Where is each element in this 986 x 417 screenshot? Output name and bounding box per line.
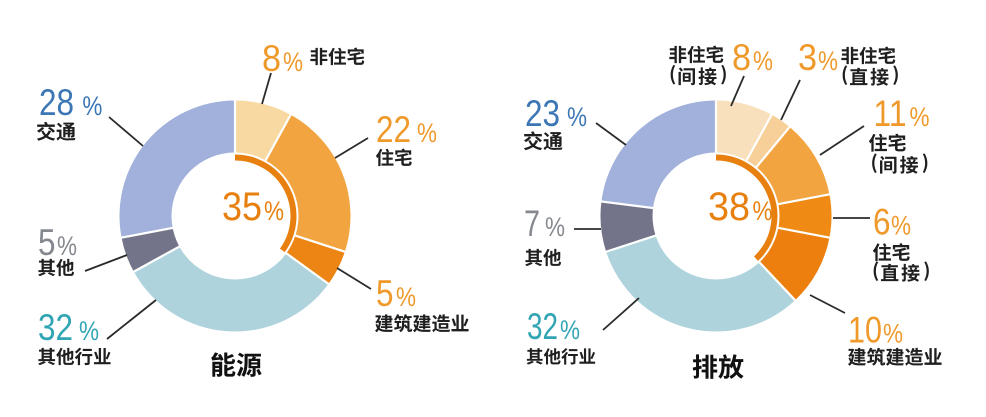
svg-text:5: 5 (38, 222, 56, 263)
svg-text:3: 3 (798, 37, 817, 78)
svg-text:11: 11 (874, 93, 907, 134)
svg-text:5: 5 (376, 273, 394, 314)
svg-text:%: % (891, 211, 911, 241)
svg-text:%: % (883, 319, 903, 349)
svg-text:%: % (79, 316, 99, 346)
svg-text:28: 28 (39, 82, 74, 123)
svg-text:%: % (264, 196, 284, 226)
svg-text:32: 32 (38, 307, 73, 348)
svg-text:8: 8 (732, 37, 751, 78)
svg-text:35: 35 (222, 185, 262, 229)
svg-text:23: 23 (525, 93, 560, 134)
svg-text:8: 8 (262, 38, 281, 79)
svg-text:%: % (545, 212, 565, 242)
svg-text:10: 10 (848, 310, 882, 351)
svg-text:%: % (82, 91, 102, 121)
svg-text:%: % (818, 46, 838, 76)
svg-text:%: % (753, 196, 773, 226)
svg-text:%: % (283, 47, 303, 77)
svg-text:%: % (417, 118, 437, 148)
svg-text:%: % (567, 102, 587, 132)
svg-text:38: 38 (708, 185, 750, 229)
svg-text:7: 7 (524, 203, 540, 244)
svg-text:%: % (57, 231, 77, 261)
svg-text:6: 6 (873, 202, 891, 243)
svg-text:%: % (560, 315, 580, 345)
svg-text:32: 32 (527, 306, 558, 347)
svg-text:%: % (396, 282, 416, 312)
svg-text:22: 22 (376, 109, 411, 150)
svg-text:%: % (910, 102, 930, 132)
svg-text:%: % (753, 46, 773, 76)
